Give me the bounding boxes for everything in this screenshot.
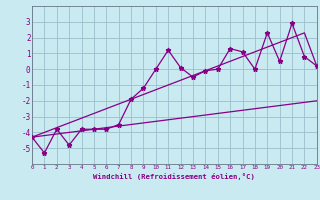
X-axis label: Windchill (Refroidissement éolien,°C): Windchill (Refroidissement éolien,°C) [93,173,255,180]
